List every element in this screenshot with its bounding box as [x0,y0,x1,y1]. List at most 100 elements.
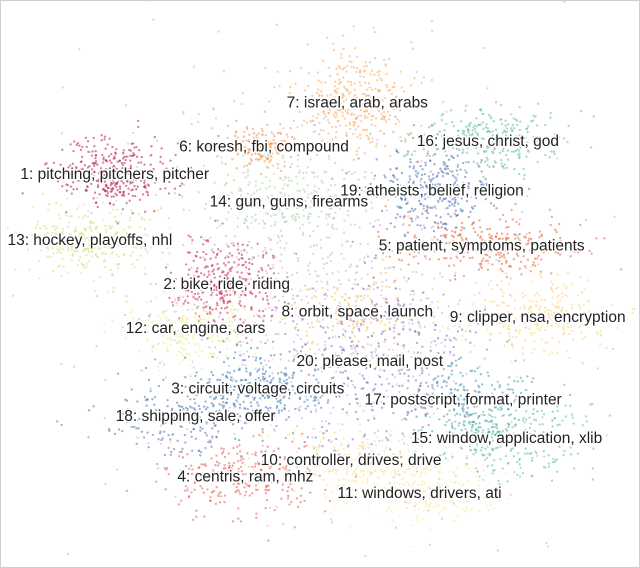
scatter-point [507,244,510,247]
scatter-point [215,288,218,292]
scatter-point-background [297,216,301,219]
scatter-point [104,252,108,256]
scatter-point [168,180,171,184]
scatter-point [218,501,222,504]
scatter-point [301,231,305,235]
scatter-point [367,136,370,139]
scatter-point [123,168,127,172]
scatter-point [293,429,296,432]
scatter-point [631,311,634,314]
scatter-point [118,159,121,162]
scatter-point-background [182,390,185,393]
scatter-point [488,408,491,411]
scatter-point [238,367,241,370]
scatter-point [427,243,430,246]
scatter-point-background [434,343,437,347]
scatter-point [136,258,139,262]
scatter-point [294,82,297,85]
scatter-point [222,400,225,404]
scatter-point [592,447,595,450]
scatter-point [124,337,127,340]
scatter-point-background [431,29,434,32]
scatter-point [147,177,151,180]
scatter-point [81,216,85,219]
scatter-point [514,202,517,206]
scatter-point [198,345,201,348]
scatter-point-background [500,288,503,291]
scatter-point [337,78,341,81]
scatter-point [109,171,112,174]
scatter-point-background [277,279,280,282]
scatter-point [235,293,238,296]
scatter-point [392,266,395,269]
scatter-point [206,488,209,491]
scatter-point-background [443,345,447,348]
scatter-point-background [373,177,376,180]
scatter-point [278,391,282,394]
scatter-point [334,430,337,434]
scatter-point [500,232,504,235]
scatter-point [254,378,257,382]
scatter-point-background [174,331,177,334]
scatter-point-background [347,279,351,282]
scatter-point-background [427,373,430,376]
scatter-point [189,166,193,169]
scatter-point [267,539,270,542]
scatter-point [182,302,185,305]
scatter-point [492,165,495,168]
scatter-point-background [353,347,356,350]
scatter-point [153,135,156,139]
scatter-point [292,371,296,374]
scatter-point [239,350,242,353]
scatter-point [202,250,205,254]
scatter-point-background [414,218,417,221]
scatter-point [508,331,511,335]
scatter-point [231,303,234,307]
scatter-point [244,394,247,398]
scatter-point [229,269,232,273]
scatter-point [577,294,580,297]
scatter-point [215,486,218,489]
scatter-point [344,292,347,296]
scatter-point-background [285,271,288,274]
scatter-point [173,297,177,300]
scatter-point [510,447,513,451]
scatter-point [60,274,63,277]
scatter-point [431,386,434,389]
scatter-point [275,306,278,309]
scatter-point-background [149,387,152,390]
scatter-point-background [281,213,284,216]
scatter-point [307,322,310,325]
scatter-point [117,221,121,224]
scatter-point [252,132,256,135]
scatter-point [490,250,494,253]
scatter-point [481,121,484,124]
scatter-point-background [239,340,242,343]
scatter-point [591,402,594,406]
scatter-point [240,470,244,473]
scatter-point [400,139,403,143]
scatter-point-background [283,387,286,390]
scatter-point [422,509,426,513]
scatter-point [518,331,521,335]
scatter-point [539,270,542,273]
scatter-point [471,129,474,132]
scatter-point [210,471,213,474]
scatter-point [454,519,457,523]
scatter-point [349,91,352,94]
scatter-point [337,82,341,85]
scatter-point [358,81,361,84]
scatter-point-background [121,325,124,329]
scatter-point [254,484,258,487]
scatter-point-background [548,209,551,212]
scatter-point-background [354,350,358,353]
scatter-point [220,268,224,272]
scatter-point [452,264,456,267]
scatter-point [474,281,477,285]
scatter-point [518,128,521,132]
scatter-point [111,208,114,211]
scatter-point [59,163,62,166]
scatter-point [362,75,366,79]
scatter-point [246,452,249,455]
scatter-point [406,387,409,390]
